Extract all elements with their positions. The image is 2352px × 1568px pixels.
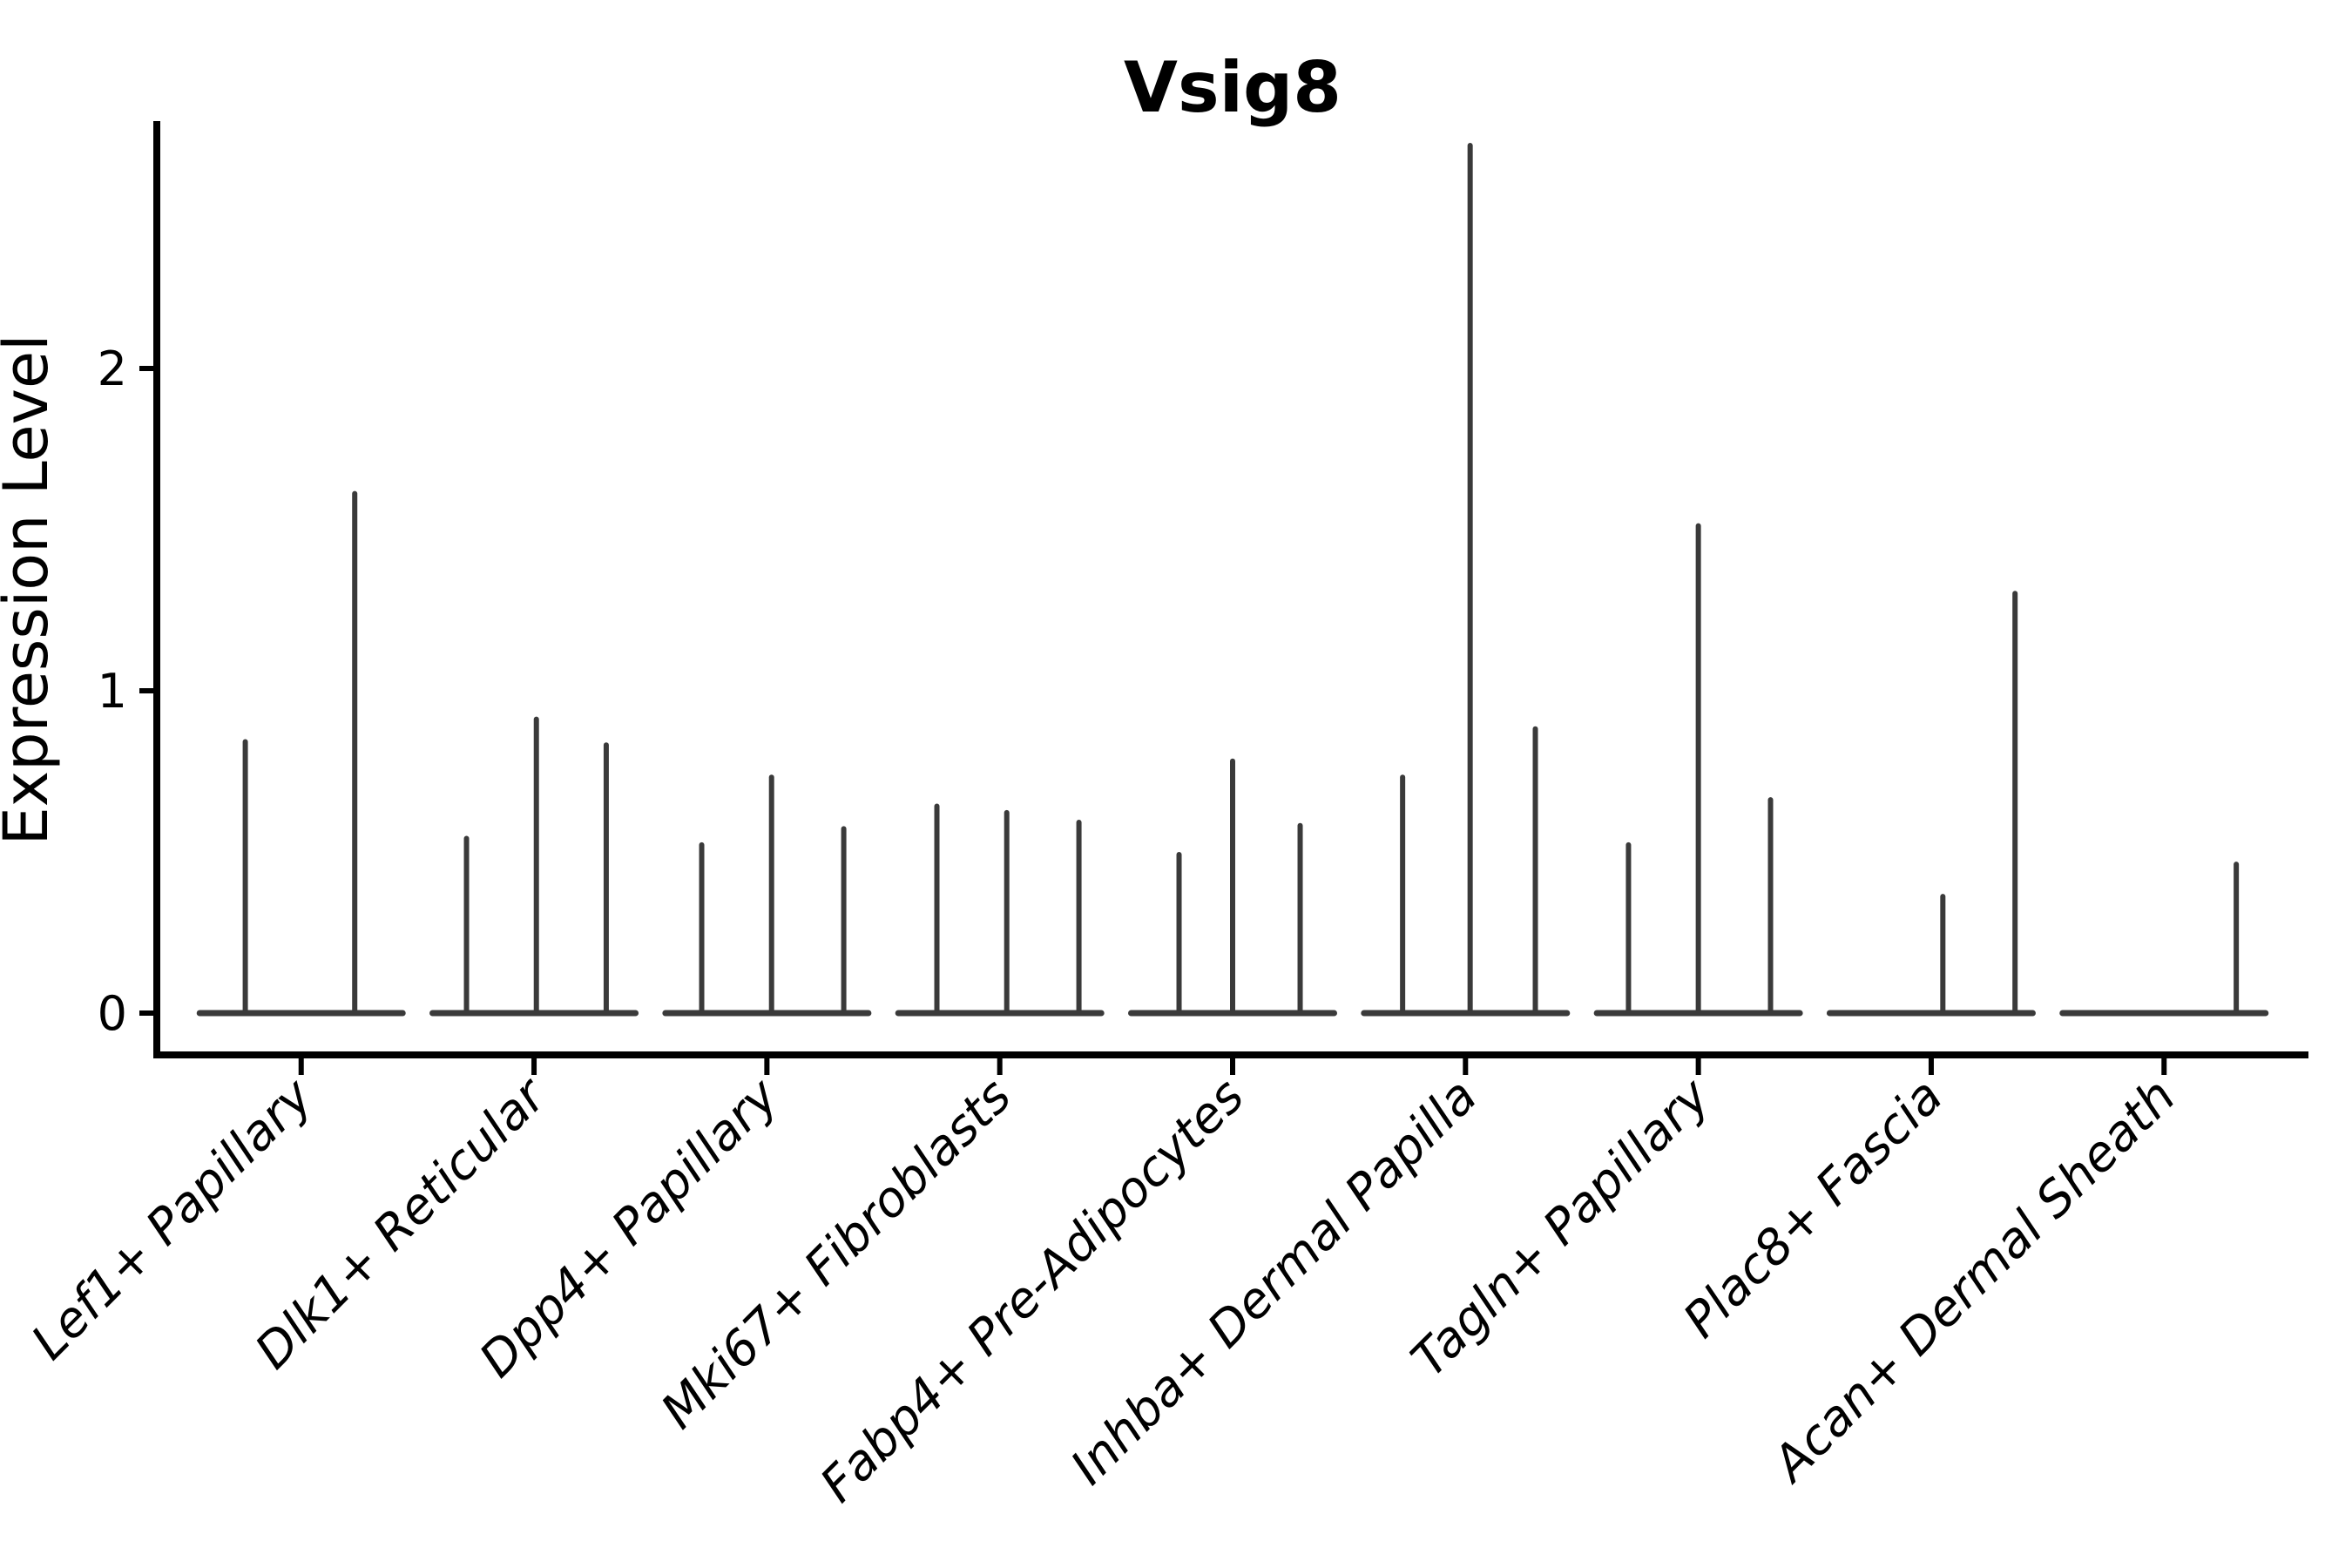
density-spike: [1767, 797, 1774, 1017]
y-tick-label: 2: [98, 341, 127, 396]
x-axis-spine: [153, 1051, 2308, 1058]
density-spike: [1532, 726, 1538, 1017]
x-tick-label-inhba-dermal-papilla: Inhba+ Dermal Papilla: [1060, 1068, 1488, 1496]
y-tick: [139, 1010, 153, 1016]
density-spike: [242, 739, 248, 1017]
violin-mki67-fibroblasts: [895, 803, 1105, 1017]
y-tick-label: 0: [98, 986, 127, 1041]
violin-body: [1361, 1010, 1571, 1017]
density-spike: [841, 826, 847, 1017]
violin-inhba-dermal-papilla: [1361, 143, 1571, 1017]
violin-tagln-papillary: [1593, 523, 1803, 1017]
axes: [153, 121, 2308, 1058]
density-spike: [1625, 841, 1632, 1017]
density-spike: [934, 803, 940, 1017]
x-tick: [2161, 1058, 2167, 1075]
density-spike: [533, 716, 539, 1017]
density-spike: [603, 742, 609, 1017]
violin-body: [662, 1010, 872, 1017]
y-axis-spine: [153, 121, 160, 1058]
violin-fabp4-pre-adipocytes: [1128, 758, 1337, 1017]
x-tick-label-fabp4-pre-adipocytes: Fabp4+ Pre-Adipocytes: [810, 1068, 1255, 1513]
density-spike: [1176, 852, 1182, 1017]
density-spike: [1400, 774, 1406, 1017]
violin-lef1-papillary: [196, 490, 406, 1017]
violin-dpp4-papillary: [662, 774, 872, 1017]
violin-dlk1-reticular: [429, 716, 639, 1017]
x-tick: [1695, 1058, 1701, 1075]
x-tick-label-acan-dermal-sheath: Acan+ Dermal Sheath: [1761, 1068, 2186, 1494]
density-spike: [1076, 820, 1082, 1017]
violin-body: [895, 1010, 1105, 1017]
y-tick: [139, 688, 153, 693]
x-tick: [1928, 1058, 1934, 1075]
violin-body: [1128, 1010, 1337, 1017]
x-tick: [764, 1058, 770, 1075]
y-tick-label: 1: [98, 664, 127, 719]
x-tick: [298, 1058, 304, 1075]
plot-title: Vsig8: [1124, 47, 1342, 128]
x-tick: [531, 1058, 537, 1075]
density-spike: [1230, 758, 1235, 1017]
density-spike: [463, 835, 470, 1017]
density-spike: [1940, 894, 1946, 1017]
density-spike: [352, 490, 358, 1017]
density-spike: [768, 774, 774, 1017]
violin-body: [2059, 1010, 2269, 1017]
violin-body: [196, 1010, 406, 1017]
violin-plac8-fascia: [1826, 591, 2036, 1017]
density-spike: [1695, 523, 1701, 1017]
density-spike: [1467, 143, 1473, 1017]
x-tick: [997, 1058, 1003, 1075]
y-tick: [139, 366, 153, 371]
violins: [196, 143, 2269, 1017]
x-tick: [1463, 1058, 1469, 1075]
x-tick: [1230, 1058, 1235, 1075]
violin-body: [429, 1010, 639, 1017]
violin-acan-dermal-sheath: [2059, 862, 2269, 1017]
y-axis-label: Expression Level: [0, 334, 62, 845]
density-spike: [699, 841, 705, 1017]
density-spike: [2234, 862, 2240, 1017]
violin-body: [1593, 1010, 1803, 1017]
y-axis-ticks: 0 1 2: [98, 341, 153, 1041]
density-spike: [1297, 822, 1303, 1017]
violin-body: [1826, 1010, 2036, 1017]
density-spike: [2012, 591, 2018, 1017]
density-spike: [1004, 809, 1010, 1017]
